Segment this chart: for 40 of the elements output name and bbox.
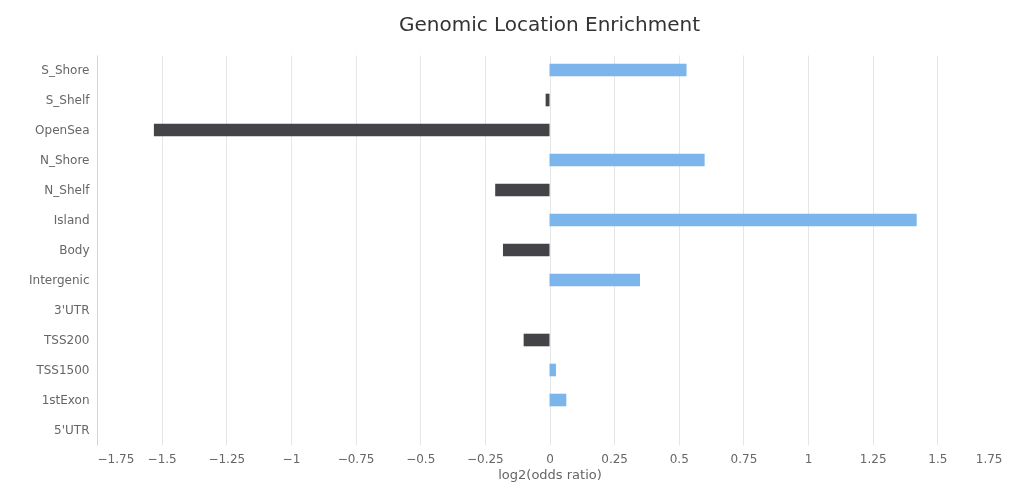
- y-tick-label: N_Shore: [39, 153, 90, 167]
- x-tick-label: 0.5: [669, 451, 689, 466]
- bar: [549, 213, 917, 227]
- bar: [523, 333, 550, 347]
- bar: [549, 63, 687, 77]
- y-tick-label: Body: [59, 243, 90, 257]
- y-tick-label: 1stExon: [41, 393, 90, 407]
- y-tick-label: TSS200: [43, 333, 90, 347]
- bar: [545, 93, 550, 107]
- x-tick-label: 1.5: [928, 451, 948, 466]
- y-tick-label: 5'UTR: [54, 423, 90, 437]
- x-tick-label: −1.5: [147, 451, 177, 466]
- x-tick-label: 0: [546, 451, 554, 466]
- x-tick-label: −1.25: [208, 451, 246, 466]
- y-tick-label: Island: [53, 213, 90, 227]
- y-tick-label: 3'UTR: [54, 303, 90, 317]
- x-tick-label: 1: [804, 451, 813, 466]
- bar: [549, 393, 567, 407]
- bar: [495, 183, 550, 197]
- x-tick-label: 0.25: [601, 451, 628, 466]
- y-tick-label: TSS1500: [35, 363, 90, 377]
- y-tick-label: N_Shelf: [44, 183, 91, 197]
- chart-title: Genomic Location Enrichment: [398, 12, 701, 36]
- x-tick-label: −1: [282, 451, 301, 466]
- x-axis-title: log2(odds ratio): [498, 466, 602, 482]
- y-tick-label: OpenSea: [35, 123, 90, 137]
- x-tick-label: 1.75: [975, 451, 1003, 466]
- y-tick-label: Intergenic: [29, 273, 90, 287]
- x-tick-label: −1.75: [97, 451, 135, 466]
- bar: [549, 273, 640, 287]
- x-tick-label: −0.75: [337, 451, 375, 466]
- bar: [502, 243, 550, 257]
- y-tick-label: S_Shore: [41, 63, 90, 77]
- x-tick-label: 1.25: [859, 451, 887, 466]
- x-tick-label: 0.75: [730, 451, 758, 466]
- x-tick-label: −0.25: [466, 451, 504, 466]
- x-tick-label: −0.5: [406, 451, 436, 466]
- y-tick-label: S_Shelf: [45, 93, 91, 107]
- bar: [153, 123, 550, 137]
- bar: [549, 153, 705, 167]
